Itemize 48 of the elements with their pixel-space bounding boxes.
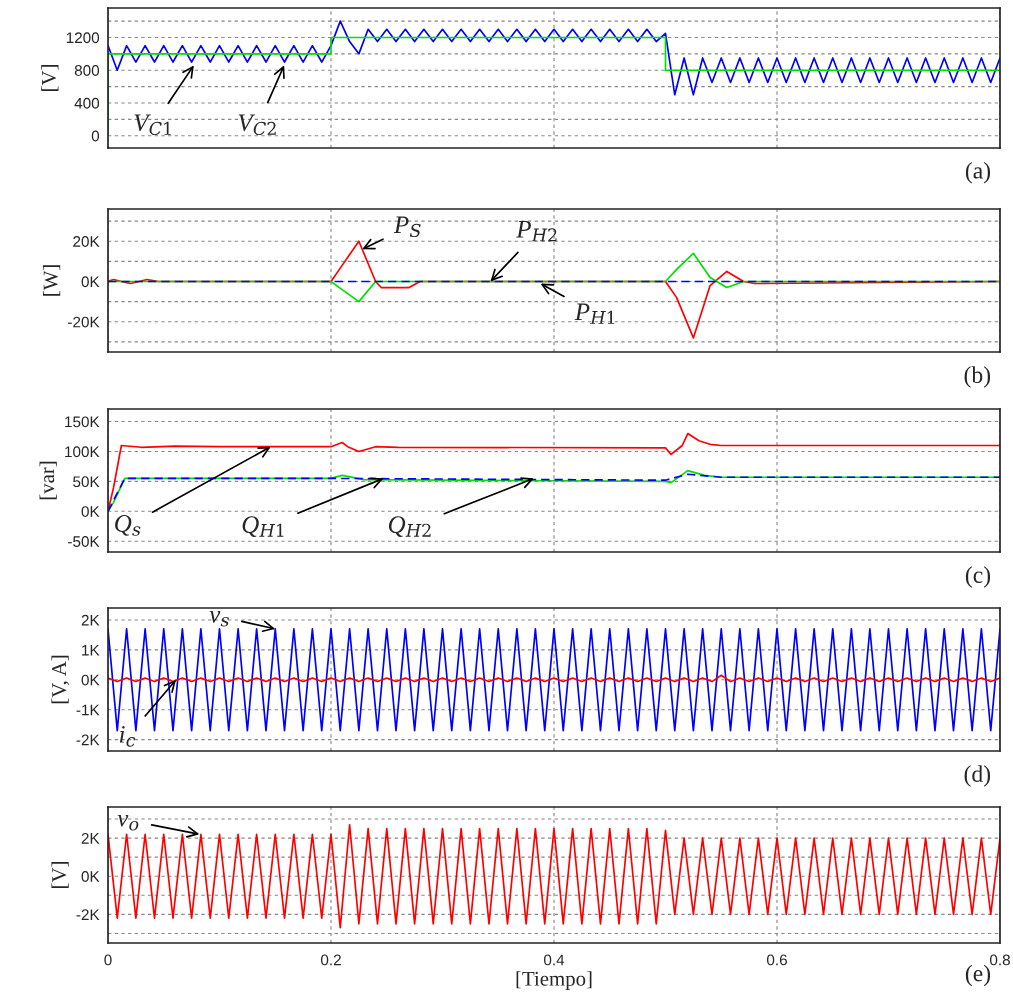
y-tick-label: -2K [76, 909, 100, 920]
y-tick-label: 400 [74, 97, 100, 109]
y-tick-label: 1K [82, 644, 100, 656]
x-axis-title: [Tiempo] [516, 971, 592, 991]
x-tick-label: 0.2 [320, 954, 341, 966]
y-tick-label: 100K [65, 446, 100, 458]
text: (a) [965, 162, 991, 184]
annotation: P$_{H2}$ [516, 221, 557, 242]
annotation: v$_{s}$ [209, 610, 229, 627]
annotation: Q$_{H1}$ [242, 516, 284, 537]
annotation: Q$_{H2}$ [388, 516, 431, 537]
y-tick-label: 0K [81, 506, 100, 517]
y-tick-label: 0K [81, 276, 100, 288]
text: (c) [965, 566, 991, 588]
text: (d) [964, 765, 991, 787]
y-tick-label: 2K [81, 614, 100, 626]
annotation: V$_{C2}$ [238, 114, 276, 136]
y-axis-title: [V, A] [51, 655, 70, 704]
x-tick-label: 0.8 [989, 954, 1010, 966]
y-tick-label: 1200 [66, 32, 100, 44]
y-tick-label: 50K [73, 476, 100, 488]
annotation: i$_{c}$ [119, 726, 136, 747]
line-series [108, 20, 1000, 96]
y-tick-label: -50K [68, 536, 100, 547]
y-tick-label: 20K [73, 236, 100, 247]
x-tick-label: 0.6 [766, 954, 787, 966]
y-tick-label: 800 [74, 65, 100, 76]
x-tick-label: 0 [104, 954, 112, 966]
annotation: P$_{S}$ [393, 216, 421, 238]
y-axis-title: [V] [41, 65, 59, 91]
y-axis-title: [V] [51, 862, 69, 888]
y-tick-label: 0 [91, 130, 100, 142]
y-tick-label: -1K [76, 704, 100, 716]
text: (e) [965, 964, 991, 987]
annotation: Q$_{s}$ [115, 515, 141, 536]
y-axis-title: [W] [42, 265, 61, 296]
annotation: v$_{o}$ [117, 814, 139, 831]
y-tick-label: 0K [81, 871, 100, 882]
y-axis-title: [var] [39, 461, 57, 500]
annotation: P$_{H1}$ [574, 303, 615, 324]
text: (b) [964, 366, 991, 388]
annotation: V$_{C1}$ [134, 114, 171, 136]
y-tick-label: 0K [81, 674, 100, 686]
y-tick-label: -2K [76, 734, 100, 746]
x-tick-label: 0.4 [543, 954, 565, 966]
y-tick-label: 150K [65, 416, 100, 428]
y-tick-label: 2K [81, 832, 100, 844]
y-tick-label: -20K [68, 316, 100, 328]
